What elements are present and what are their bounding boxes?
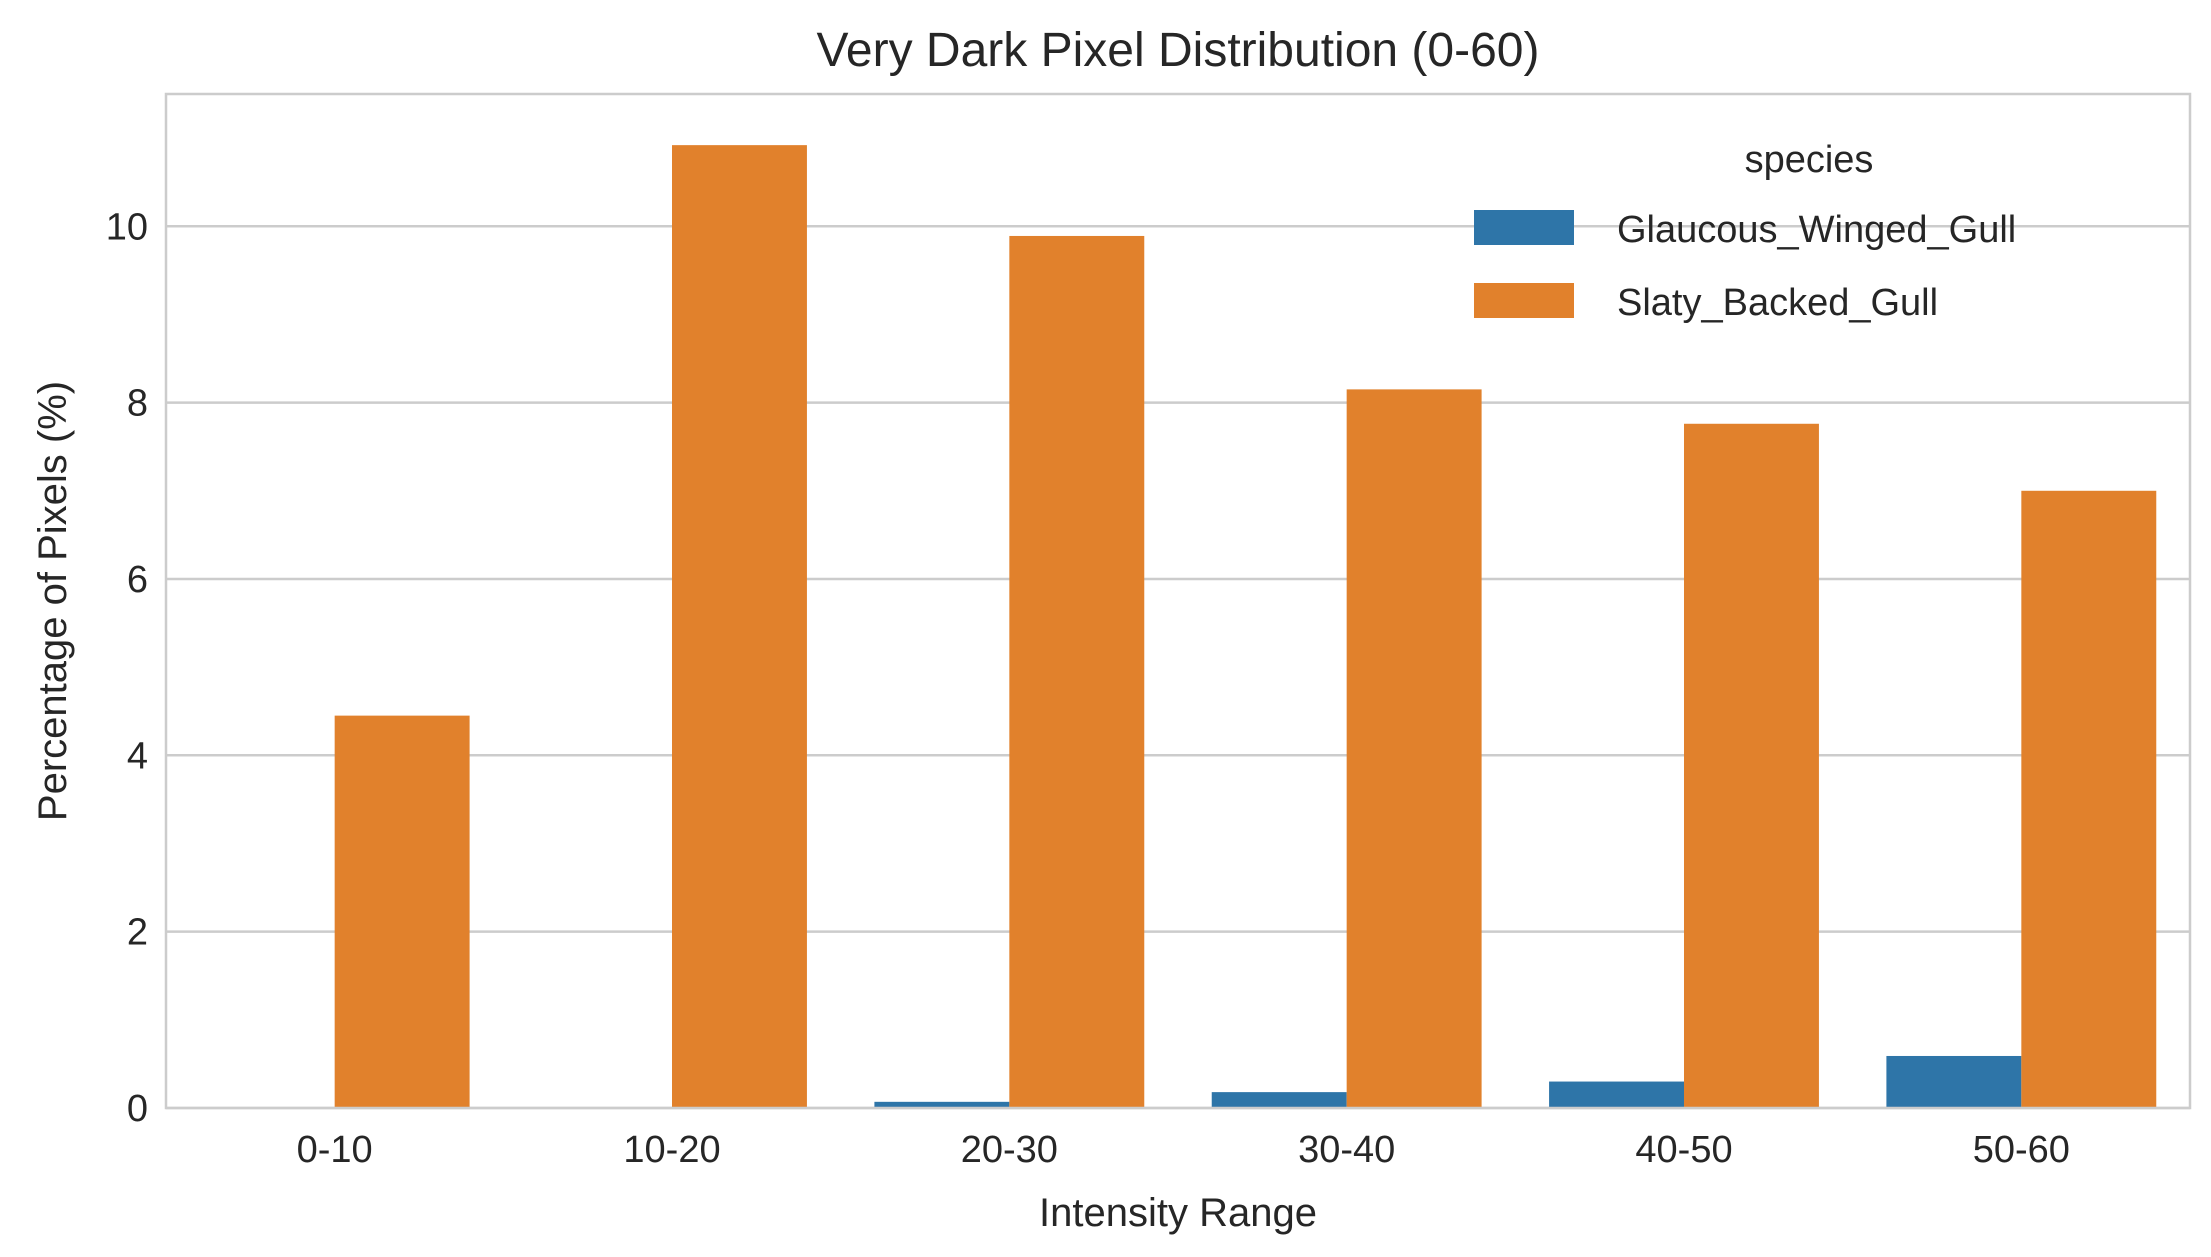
legend-swatch-glaucous-winged-gull <box>1474 210 1574 245</box>
bar-glaucous-winged-gull-40-50 <box>1549 1081 1684 1108</box>
x-tick-labels: 0-10 10-20 20-30 30-40 40-50 50-60 <box>297 1129 2070 1171</box>
x-tick-label: 30-40 <box>1298 1129 1395 1171</box>
x-tick-label: 0-10 <box>297 1129 373 1171</box>
x-tick-label: 40-50 <box>1635 1129 1732 1171</box>
legend-label: Slaty_Backed_Gull <box>1617 282 1938 324</box>
bar-slaty-backed-gull-0-10 <box>334 715 470 1108</box>
y-axis-label: Percentage of Pixels (%) <box>31 381 75 821</box>
y-tick-label: 4 <box>127 735 148 777</box>
y-tick-label: 10 <box>106 206 148 248</box>
x-tick-label: 10-20 <box>623 1129 720 1171</box>
y-tick-label: 2 <box>127 912 148 954</box>
bar-slaty-backed-gull-40-50 <box>1684 423 1819 1108</box>
legend-title: species <box>1745 139 1874 181</box>
legend-swatch-slaty-backed-gull <box>1474 283 1574 318</box>
bars <box>334 145 2157 1109</box>
bar-slaty-backed-gull-10-20 <box>672 145 807 1108</box>
bar-glaucous-winged-gull-30-40 <box>1211 1092 1347 1108</box>
y-tick-label: 0 <box>127 1088 148 1130</box>
bar-glaucous-winged-gull-20-30 <box>874 1101 1010 1108</box>
bar-slaty-backed-gull-30-40 <box>1346 389 1482 1109</box>
bar-slaty-backed-gull-20-30 <box>1009 235 1145 1108</box>
x-tick-label: 50-60 <box>1973 1129 2070 1171</box>
x-axis-label: Intensity Range <box>1039 1191 1317 1235</box>
plot-frame <box>164 92 2192 1110</box>
y-tick-label: 6 <box>127 559 148 601</box>
bar-glaucous-winged-gull-50-60 <box>1886 1055 2022 1108</box>
bar-slaty-backed-gull-50-60 <box>2021 490 2157 1109</box>
y-tick-labels: 0 2 4 6 8 10 <box>106 206 148 1130</box>
y-tick-label: 8 <box>127 383 148 425</box>
legend: species Glaucous_Winged_Gull Slaty_Backed… <box>1474 139 2016 324</box>
x-tick-label: 20-30 <box>961 1129 1058 1171</box>
chart-title: Very Dark Pixel Distribution (0-60) <box>817 24 1540 77</box>
legend-label: Glaucous_Winged_Gull <box>1617 209 2016 251</box>
